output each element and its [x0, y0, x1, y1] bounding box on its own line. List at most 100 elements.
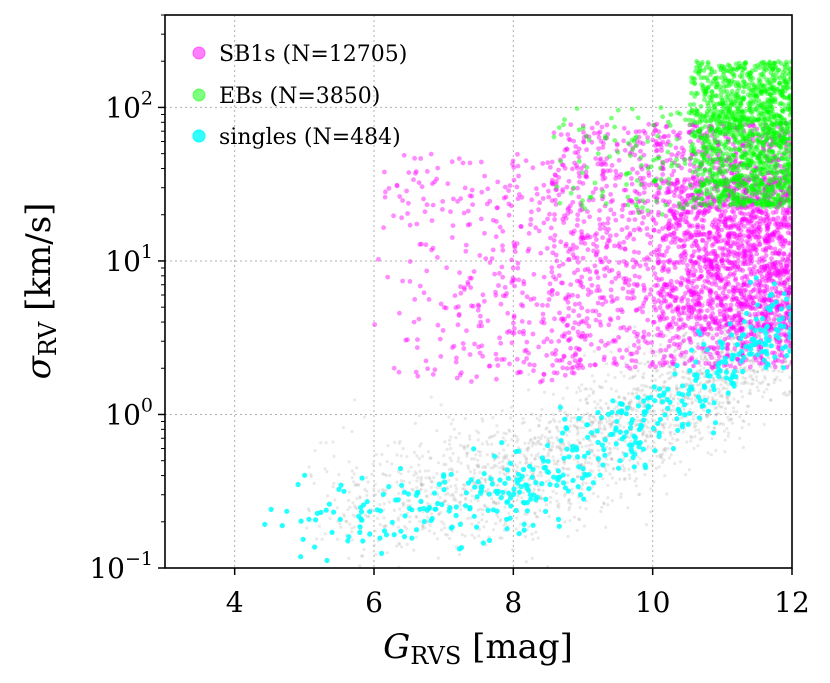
data-point: [585, 308, 590, 314]
data-point: [445, 533, 450, 537]
data-point: [521, 279, 526, 284]
data-point: [616, 334, 621, 340]
data-point: [548, 225, 554, 231]
data-point: [407, 259, 413, 264]
data-point: [536, 488, 541, 492]
data-point: [667, 456, 672, 460]
data-point: [547, 430, 551, 434]
data-point: [345, 519, 349, 524]
data-point: [762, 283, 767, 289]
data-point: [555, 444, 560, 448]
data-point: [741, 249, 747, 254]
data-point: [445, 181, 451, 187]
data-point: [542, 390, 547, 394]
data-point: [651, 403, 655, 407]
data-point: [399, 513, 403, 517]
data-point: [603, 427, 607, 431]
data-point: [705, 415, 709, 419]
data-point: [411, 488, 416, 492]
data-point: [555, 446, 559, 450]
data-point: [476, 450, 480, 454]
data-point: [397, 541, 401, 546]
data-point: [614, 481, 618, 485]
data-point: [365, 515, 370, 519]
data-point: [627, 345, 631, 349]
data-point: [668, 365, 673, 369]
data-point: [424, 476, 428, 480]
data-point: [575, 150, 581, 156]
data-point: [496, 515, 500, 519]
data-point: [684, 354, 688, 358]
data-point: [723, 450, 727, 454]
data-point: [323, 532, 327, 536]
data-point: [576, 194, 582, 200]
data-point: [763, 377, 767, 381]
data-point: [671, 437, 675, 441]
data-point: [775, 345, 781, 350]
data-point: [597, 208, 602, 214]
data-point: [460, 160, 466, 166]
data-point: [571, 364, 576, 370]
data-point: [661, 134, 667, 140]
data-point: [646, 170, 651, 176]
data-point: [664, 282, 670, 288]
data-point: [350, 429, 354, 434]
data-point: [481, 508, 485, 512]
data-point: [408, 499, 412, 503]
data-point: [577, 357, 583, 363]
data-point: [765, 288, 769, 293]
data-point: [540, 311, 546, 317]
data-point: [725, 343, 730, 348]
data-point: [582, 426, 586, 430]
data-point: [459, 443, 463, 448]
data-point: [741, 307, 745, 311]
data-point: [386, 186, 392, 191]
data-point: [669, 288, 674, 294]
data-point: [556, 429, 561, 433]
data-point: [515, 196, 521, 202]
data-point: [664, 224, 669, 230]
data-point: [444, 532, 448, 537]
data-point: [585, 401, 589, 405]
data-point: [443, 305, 449, 311]
data-point: [656, 229, 662, 234]
data-point: [676, 186, 682, 192]
data-point: [596, 402, 600, 406]
data-point: [515, 370, 521, 376]
data-point: [482, 525, 486, 529]
data-point: [352, 480, 356, 484]
data-point: [530, 331, 536, 337]
data-point: [470, 533, 474, 537]
data-point: [665, 269, 671, 274]
data-point: [454, 375, 460, 381]
data-point: [367, 514, 371, 519]
data-point: [468, 470, 473, 474]
data-point: [672, 368, 676, 372]
data-point: [460, 487, 465, 491]
data-point: [527, 362, 533, 367]
data-point: [598, 405, 603, 410]
data-point: [449, 446, 453, 451]
data-point: [717, 321, 722, 327]
data-point: [578, 441, 582, 445]
data-point: [598, 259, 604, 265]
data-point: [765, 312, 771, 318]
data-point: [678, 317, 684, 322]
data-point: [633, 259, 639, 265]
data-point: [455, 477, 459, 481]
data-point: [648, 429, 652, 434]
data-point: [624, 235, 630, 241]
data-point: [719, 335, 723, 339]
data-point: [581, 139, 586, 145]
data-point: [476, 508, 480, 512]
data-point: [628, 296, 634, 301]
data-point: [319, 441, 323, 445]
data-point: [683, 321, 687, 326]
data-point: [490, 247, 496, 253]
data-point: [521, 359, 527, 365]
data-point: [465, 451, 469, 455]
data-point: [589, 423, 594, 427]
data-point: [641, 329, 647, 335]
data-point: [694, 349, 698, 353]
data-point: [483, 256, 489, 261]
